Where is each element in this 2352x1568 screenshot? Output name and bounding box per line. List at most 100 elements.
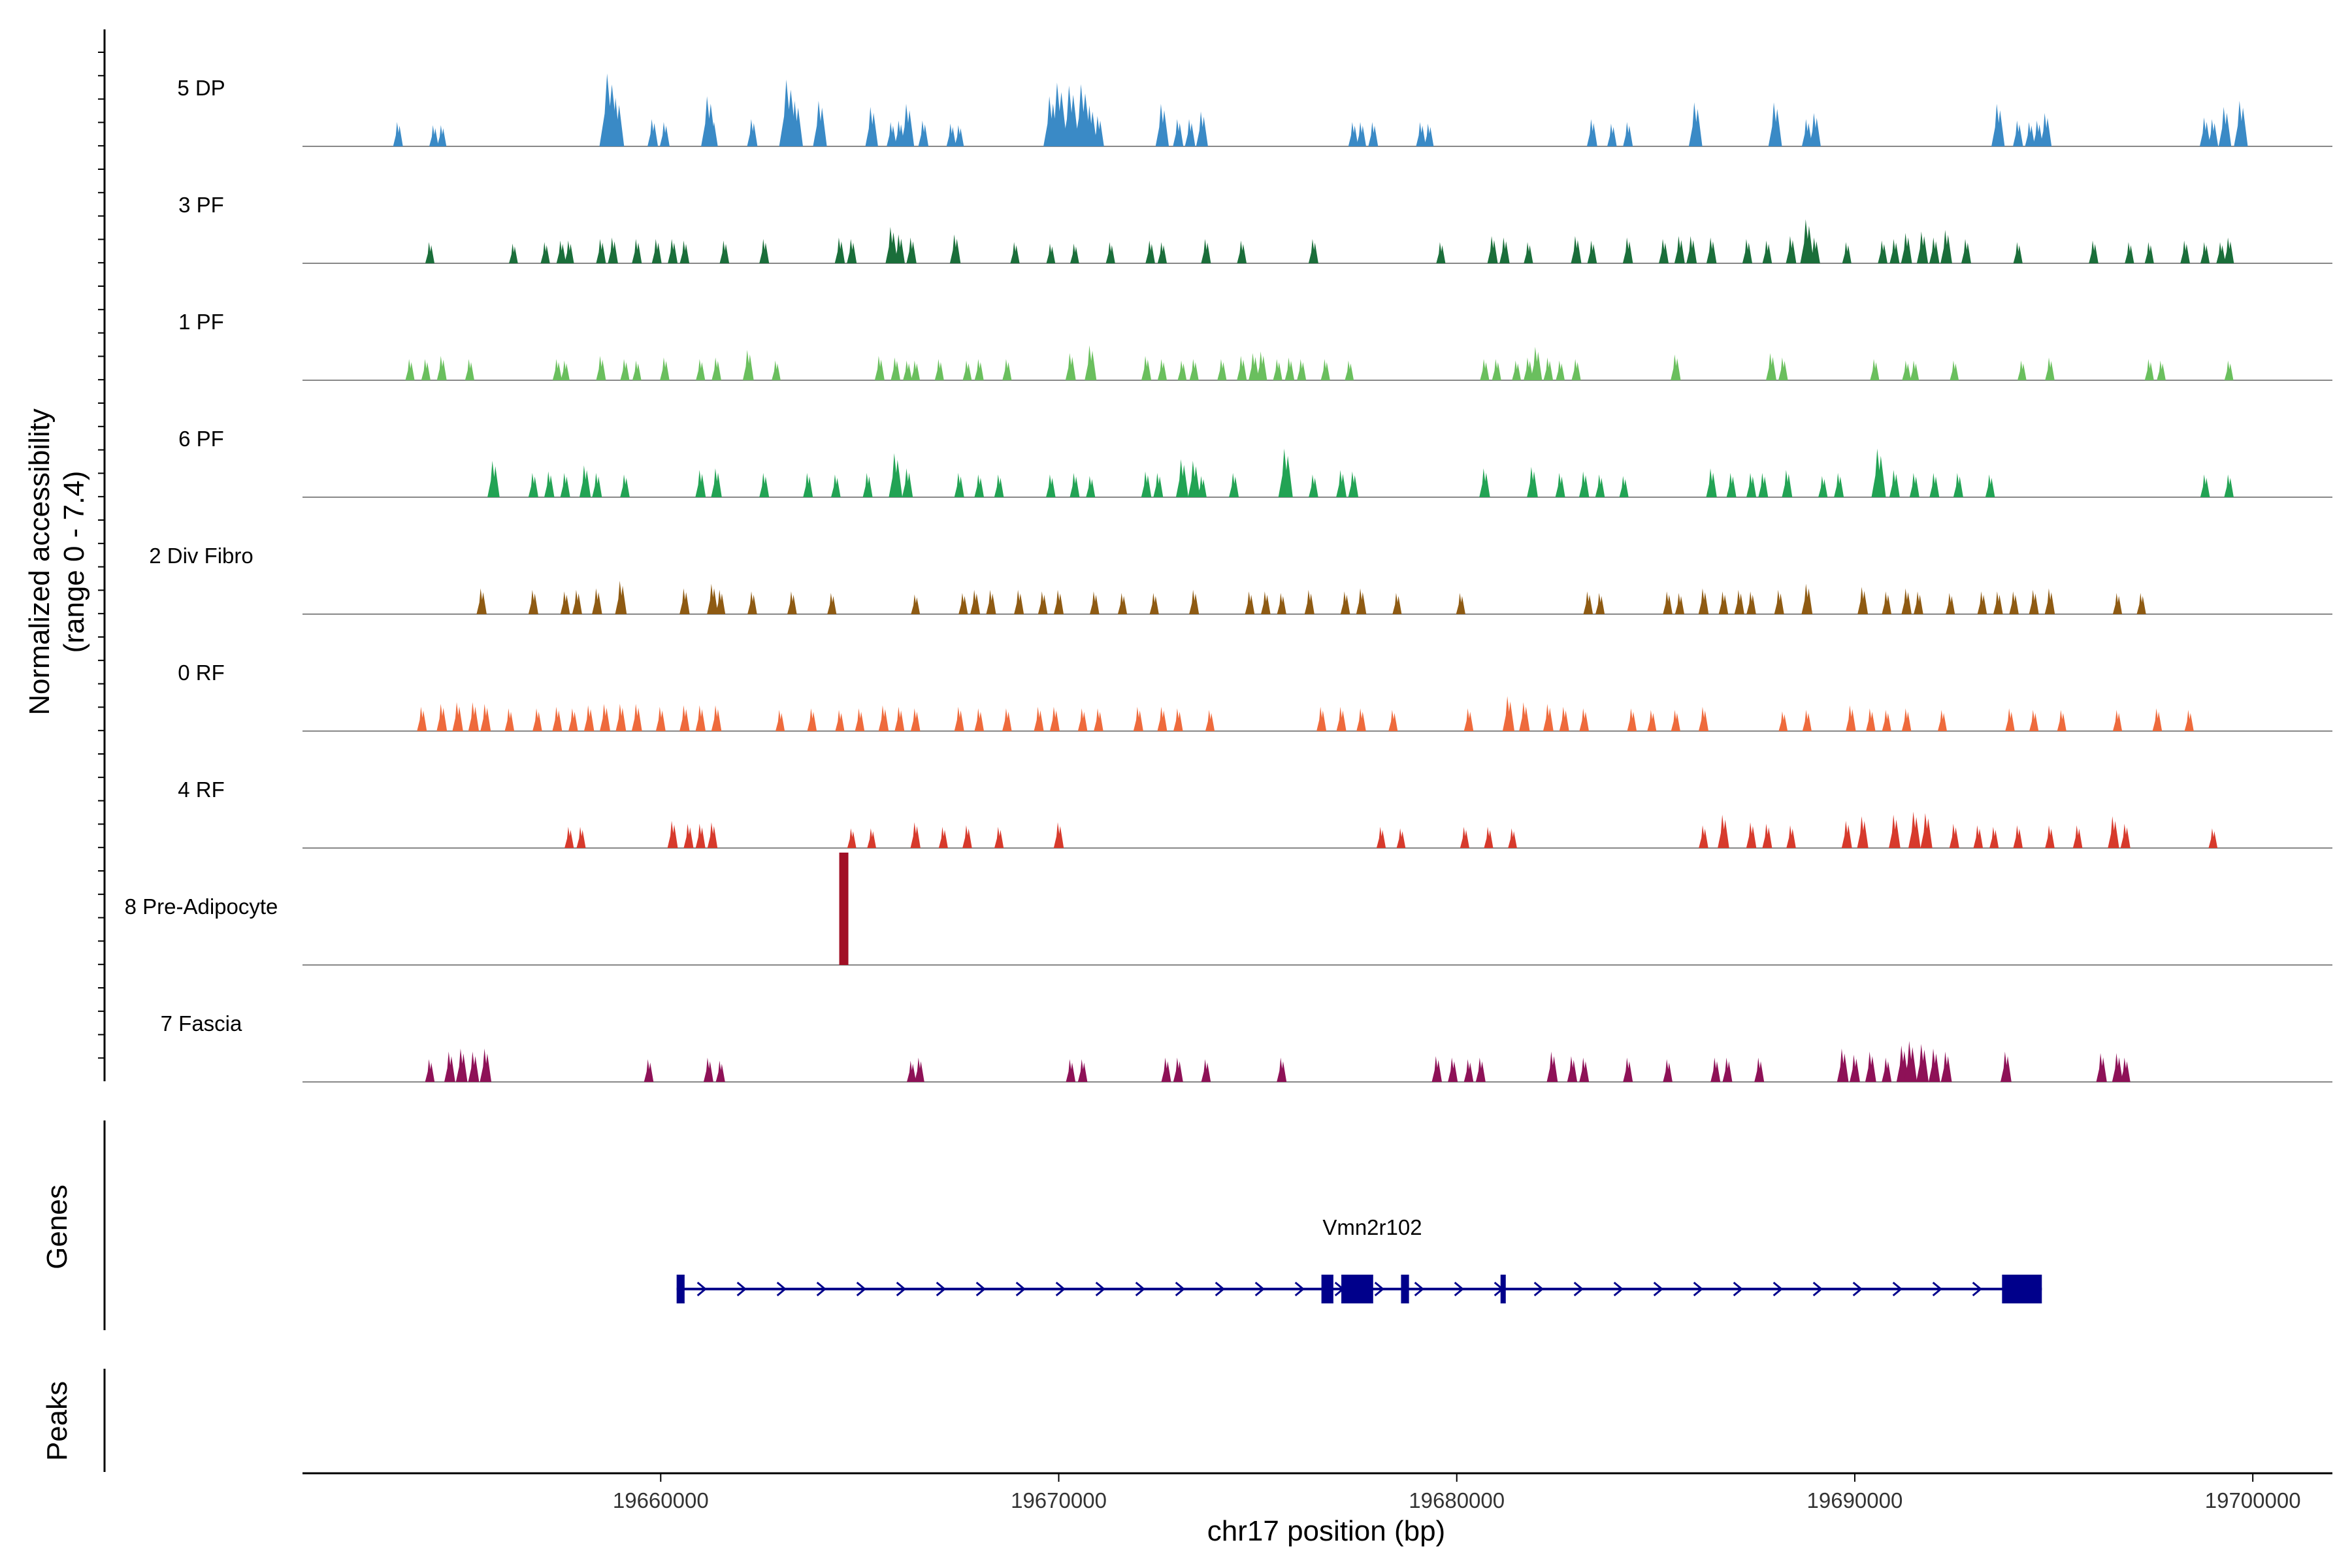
coverage-peak bbox=[1197, 476, 1207, 497]
coverage-peak bbox=[1586, 119, 1597, 146]
coverage-peak bbox=[1217, 359, 1227, 380]
coverage-peak bbox=[711, 468, 722, 497]
coverage-peak bbox=[1993, 591, 2003, 614]
coverage-peak bbox=[1155, 103, 1169, 146]
coverage-peak bbox=[561, 360, 570, 380]
coverage-peak bbox=[803, 472, 813, 497]
coverage-peak bbox=[444, 1051, 455, 1082]
coverage-peak bbox=[1802, 710, 1812, 731]
track-label: 0 RF bbox=[178, 661, 225, 685]
coverage-peak bbox=[1249, 353, 1259, 380]
coverage-peak bbox=[1133, 706, 1143, 731]
coverage-peak bbox=[2045, 357, 2055, 380]
track-1-pf: 1 PF bbox=[178, 310, 2332, 381]
coverage-peak bbox=[703, 1057, 713, 1082]
coverage-peak bbox=[918, 120, 929, 146]
coverage-peak bbox=[813, 101, 827, 146]
gene-exon bbox=[676, 1275, 685, 1303]
coverage-peak bbox=[946, 123, 956, 146]
coverage-peak bbox=[958, 593, 968, 614]
coverage-peak bbox=[452, 702, 463, 731]
coverage-peak bbox=[564, 240, 574, 263]
x-axis-tick-label: 19690000 bbox=[1807, 1488, 1903, 1512]
coverage-peak bbox=[974, 708, 984, 731]
coverage-peak bbox=[1086, 476, 1096, 497]
coverage-peak bbox=[1348, 471, 1359, 497]
coverage-peak bbox=[1865, 1051, 1876, 1082]
coverage-peak bbox=[962, 360, 972, 380]
coverage-peak bbox=[1718, 814, 1729, 848]
coverage-peak bbox=[1502, 696, 1514, 731]
coverage-peak bbox=[1671, 354, 1681, 380]
coverage-peak bbox=[1070, 472, 1080, 497]
strand-arrow bbox=[1693, 1281, 1704, 1297]
coverage-peak bbox=[1487, 236, 1498, 263]
coverage-peak bbox=[1002, 359, 1012, 380]
coverage-peak bbox=[1555, 472, 1565, 497]
coverage-peak bbox=[1902, 360, 1911, 380]
coverage-peak bbox=[1277, 593, 1286, 614]
strand-arrow bbox=[816, 1281, 827, 1297]
coverage-peak bbox=[1882, 591, 1891, 614]
coverage-peak bbox=[417, 706, 427, 731]
coverage-peak bbox=[1846, 705, 1856, 731]
coverage-peak bbox=[509, 243, 518, 263]
coverage-peak bbox=[789, 101, 803, 146]
coverage-peak bbox=[2005, 708, 2015, 731]
coverage-peak bbox=[583, 705, 595, 731]
coverage-peak bbox=[1460, 826, 1469, 848]
coverage-peak bbox=[887, 122, 897, 146]
coverage-peak bbox=[468, 1051, 480, 1082]
strand-arrow bbox=[936, 1281, 947, 1297]
coverage-peak bbox=[465, 359, 474, 380]
coverage-peak bbox=[1070, 243, 1079, 263]
coverage-peak bbox=[436, 355, 447, 380]
coverage-peak bbox=[560, 591, 570, 614]
coverage-peak bbox=[772, 360, 781, 380]
coverage-peak bbox=[865, 106, 878, 146]
coverage-peak bbox=[1201, 238, 1211, 263]
coverage-peak bbox=[425, 1059, 435, 1082]
coverage-peak bbox=[1778, 711, 1788, 731]
coverage-peak bbox=[1973, 825, 1984, 848]
coverage-peak bbox=[480, 704, 491, 731]
coverage-peak bbox=[902, 468, 913, 497]
coverage-peak bbox=[1768, 102, 1782, 146]
coverage-peak bbox=[1910, 360, 1919, 380]
coverage-peak bbox=[631, 704, 642, 731]
coverage-peak bbox=[615, 580, 627, 614]
coverage-peak bbox=[2033, 120, 2043, 146]
coverage-peak bbox=[885, 227, 898, 263]
peaks-panel: Peaks bbox=[41, 1369, 106, 1472]
strand-arrow bbox=[1932, 1281, 1943, 1297]
coverage-peak bbox=[455, 1048, 468, 1082]
coverage-peak bbox=[707, 117, 718, 146]
coverage-peak bbox=[1674, 236, 1685, 263]
coverage-peak bbox=[1901, 233, 1912, 263]
coverage-peak bbox=[2200, 474, 2210, 497]
track-label: 4 RF bbox=[178, 777, 225, 802]
coverage-peak bbox=[711, 705, 722, 731]
coverage-peak bbox=[1850, 1054, 1860, 1082]
coverage-peak bbox=[1077, 708, 1088, 731]
coverage-peak bbox=[847, 238, 857, 263]
coverage-peak bbox=[1674, 593, 1684, 614]
coverage-peak bbox=[2223, 237, 2234, 263]
coverage-peak bbox=[1778, 357, 1788, 380]
coverage-peak bbox=[480, 1048, 492, 1082]
coverage-peak bbox=[1882, 1057, 1892, 1082]
coverage-peak bbox=[1889, 470, 1900, 497]
gene-exon bbox=[1321, 1275, 1333, 1303]
coverage-peak bbox=[2025, 122, 2035, 146]
coverage-peak bbox=[1184, 119, 1196, 146]
coverage-peak bbox=[2045, 825, 2055, 848]
coverage-peak bbox=[1524, 357, 1533, 380]
strand-arrow bbox=[1294, 1281, 1305, 1297]
coverage-peak bbox=[1579, 708, 1589, 731]
coverage-peak bbox=[1571, 236, 1582, 263]
coverage-peak bbox=[1074, 84, 1092, 146]
coverage-peak bbox=[2125, 242, 2134, 263]
coverage-peak bbox=[974, 474, 984, 497]
coverage-peak bbox=[1345, 360, 1354, 380]
coverage-peak bbox=[1304, 589, 1315, 614]
